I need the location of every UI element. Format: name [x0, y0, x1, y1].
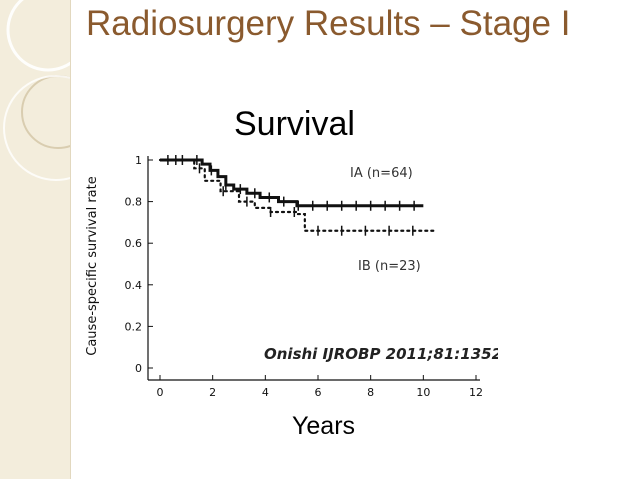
y-tick-label: 0.8 [125, 196, 143, 209]
x-tick-label: 8 [367, 386, 374, 399]
citation-annotation: Onishi IJROBP 2011;81:1352 [264, 345, 498, 363]
x-tick-label: 0 [157, 386, 164, 399]
y-axis-label: Cause-specific survival rate [85, 176, 100, 355]
slide-title: Radiosurgery Results – Stage I [86, 4, 571, 43]
x-axis-caption: Years [292, 412, 356, 440]
side-decoration-strip [0, 0, 70, 479]
legend-ia: IA (n=64) [350, 166, 413, 181]
x-tick-labels: 0 2 4 6 8 10 12 [157, 375, 483, 399]
chart-subtitle: Survival [234, 105, 355, 143]
x-tick-label: 4 [262, 386, 269, 399]
x-tick-label: 6 [315, 386, 322, 399]
y-tick-label: 0.2 [125, 320, 143, 333]
chart-axes [147, 156, 480, 381]
x-tick-label: 10 [416, 386, 430, 399]
y-tick-labels: 0 0.2 0.4 0.6 0.8 1 [125, 154, 153, 375]
legend-ib: IB (n=23) [358, 259, 421, 274]
decorative-circles-icon [3, 0, 70, 181]
y-tick-label: 0 [135, 362, 142, 375]
y-tick-label: 1 [135, 154, 142, 167]
survival-chart: Cause-specific survival rate 00.20.40.60… [85, 154, 498, 399]
x-tick-label: 12 [469, 386, 483, 399]
y-tick-label: 0.4 [125, 279, 143, 292]
series-line-ia [160, 158, 424, 208]
x-tick-label: 2 [209, 386, 216, 399]
side-strip-edge [70, 0, 76, 479]
series-line-ib [158, 158, 438, 232]
y-tick-label: 0.6 [125, 237, 143, 250]
survival-series [158, 155, 438, 236]
